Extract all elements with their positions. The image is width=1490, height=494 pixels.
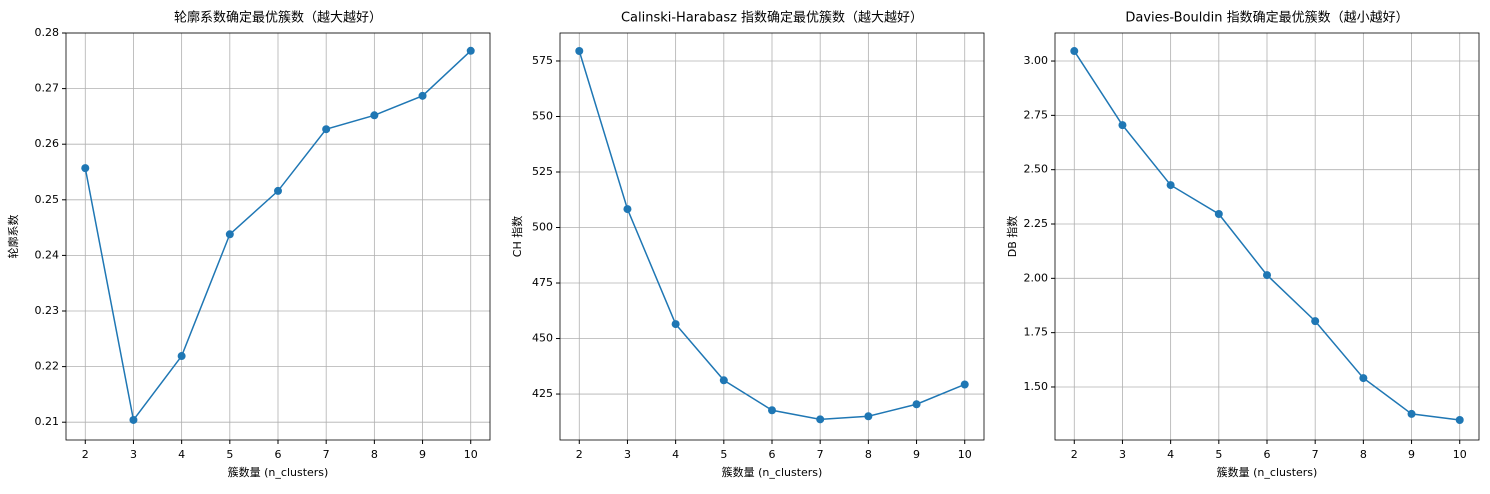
y-tick-label: 3.00 — [1024, 54, 1049, 67]
x-tick-label: 2 — [82, 448, 89, 461]
y-tick-label: 0.28 — [35, 26, 60, 39]
chart-title: Davies-Bouldin 指数确定最优簇数（越小越好） — [1125, 11, 1408, 26]
y-tick-label: 0.25 — [35, 193, 60, 206]
marker — [864, 412, 873, 421]
x-tick-label: 9 — [913, 448, 920, 461]
y-tick-label: 1.50 — [1024, 380, 1049, 393]
y-tick-label: 2.50 — [1024, 163, 1049, 176]
x-tick-label: 2 — [576, 448, 583, 461]
y-tick-label: 0.24 — [35, 248, 60, 261]
y-tick-label: 1.75 — [1024, 326, 1049, 339]
plot-frame — [1054, 32, 1480, 441]
marker — [274, 186, 282, 195]
plot-frame — [559, 32, 985, 441]
y-tick-label: 450 — [532, 332, 553, 345]
x-tick-label: 5 — [226, 448, 233, 461]
x-tick-label: 10 — [1453, 448, 1467, 461]
y-tick-label: 575 — [532, 54, 553, 67]
y-axis-label: 轮廓系数 — [6, 215, 20, 259]
y-tick-label: 2.25 — [1024, 217, 1049, 230]
y-tick-label: 500 — [532, 221, 553, 234]
y-tick-label: 0.21 — [35, 415, 60, 428]
marker — [1263, 271, 1271, 280]
marker — [418, 91, 427, 100]
marker — [816, 415, 825, 424]
chart-title: Calinski-Harabasz 指数确定最优簇数（越大越好） — [621, 11, 923, 26]
chart-title: 轮廓系数确定最优簇数（越大越好） — [174, 10, 382, 26]
x-tick-label: 3 — [130, 448, 137, 461]
marker — [322, 125, 331, 134]
y-tick-label: 525 — [532, 165, 553, 178]
marker — [960, 380, 969, 389]
marker — [768, 406, 776, 415]
marker — [575, 46, 584, 55]
marker — [370, 111, 379, 120]
y-tick-label: 550 — [532, 109, 553, 122]
marker — [1118, 121, 1127, 130]
x-tick-label: 8 — [1360, 448, 1367, 461]
marker — [129, 415, 138, 424]
y-tick-label: 0.26 — [35, 137, 60, 150]
y-tick-label: 0.27 — [35, 82, 60, 95]
x-axis-label: 簇数量 (n_clusters) — [228, 465, 329, 479]
marker — [623, 205, 632, 214]
marker — [1166, 181, 1175, 190]
marker — [1214, 210, 1223, 219]
x-tick-label: 4 — [178, 448, 185, 461]
x-tick-label: 10 — [464, 448, 478, 461]
x-tick-label: 6 — [275, 448, 282, 461]
x-tick-label: 7 — [817, 448, 824, 461]
x-axis-label: 簇数量 (n_clusters) — [1217, 465, 1318, 479]
marker — [1455, 416, 1464, 425]
marker — [1407, 409, 1416, 418]
marker — [719, 376, 728, 385]
marker — [81, 164, 90, 173]
y-axis-label: DB 指数 — [1005, 216, 1019, 258]
x-tick-label: 9 — [419, 448, 426, 461]
x-tick-label: 7 — [1312, 448, 1319, 461]
y-axis-label: CH 指数 — [510, 216, 524, 257]
y-tick-label: 425 — [532, 387, 553, 400]
x-tick-label: 8 — [371, 448, 378, 461]
x-axis-label: 簇数量 (n_clusters) — [722, 465, 823, 479]
x-tick-label: 5 — [720, 448, 727, 461]
x-tick-label: 4 — [1167, 448, 1174, 461]
y-tick-label: 0.23 — [35, 304, 60, 317]
marker — [177, 352, 186, 361]
x-tick-label: 6 — [1264, 448, 1271, 461]
marker — [1359, 374, 1368, 383]
marker — [1311, 317, 1320, 326]
plot-frame — [65, 32, 491, 441]
x-tick-label: 2 — [1071, 448, 1078, 461]
marker — [225, 230, 234, 239]
x-tick-label: 7 — [323, 448, 330, 461]
y-tick-label: 2.00 — [1024, 271, 1049, 284]
x-tick-label: 3 — [624, 448, 631, 461]
marker — [1070, 47, 1079, 56]
marker — [912, 400, 921, 409]
x-tick-label: 8 — [865, 448, 872, 461]
x-tick-label: 3 — [1119, 448, 1126, 461]
y-tick-label: 0.22 — [35, 360, 60, 373]
x-tick-label: 10 — [958, 448, 972, 461]
marker — [671, 320, 680, 329]
y-tick-label: 475 — [532, 276, 553, 289]
x-tick-label: 6 — [769, 448, 776, 461]
x-tick-label: 9 — [1408, 448, 1415, 461]
marker — [466, 46, 475, 55]
x-tick-label: 4 — [672, 448, 679, 461]
x-tick-label: 5 — [1215, 448, 1222, 461]
y-tick-label: 2.75 — [1024, 108, 1049, 121]
